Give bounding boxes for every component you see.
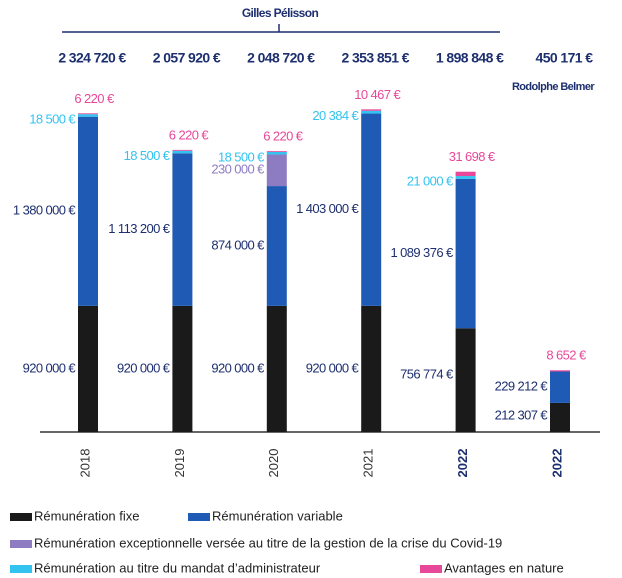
- bar-segment: [361, 110, 382, 114]
- bar-segment: [172, 150, 193, 154]
- bar-segment: [78, 113, 98, 115]
- value-label: 874 000 €: [211, 237, 265, 252]
- legend-label: Avantages en nature: [444, 560, 564, 575]
- value-label: 21 000 €: [407, 173, 454, 188]
- bar-segment: [550, 371, 570, 403]
- annotation: Gilles Pélisson: [242, 6, 319, 20]
- value-label: 920 000 €: [211, 360, 265, 375]
- value-label: 1 089 376 €: [391, 245, 454, 260]
- value-label: 18 500 €: [124, 148, 171, 163]
- total-label: 450 171 €: [536, 50, 594, 66]
- annotation: Rodolphe Belmer: [512, 81, 595, 93]
- bar-segment: [266, 154, 287, 187]
- value-label: 6 220 €: [169, 127, 210, 142]
- total-label: 2 353 851 €: [342, 50, 410, 66]
- bar-segment: [266, 186, 287, 306]
- legend-swatch: [420, 565, 442, 573]
- value-label: 31 698 €: [449, 149, 496, 164]
- bar-segment: [266, 151, 287, 153]
- bar-segment: [172, 149, 193, 151]
- legend-label: Rémunération variable: [212, 508, 343, 523]
- bar-segment: [266, 152, 287, 155]
- legend-swatch: [10, 540, 32, 548]
- x-tick-label: 2022: [455, 449, 470, 478]
- bar-segment: [266, 305, 287, 432]
- total-label: 2 057 920 €: [153, 50, 221, 66]
- bar-segment: [361, 109, 382, 111]
- value-label: 920 000 €: [117, 360, 171, 375]
- total-label: 1 898 848 €: [436, 50, 504, 66]
- bar-segment: [78, 116, 98, 306]
- value-label: 20 384 €: [312, 108, 359, 123]
- bar-segment: [78, 305, 98, 432]
- value-label: 18 500 €: [218, 149, 265, 164]
- x-tick-label: 2020: [266, 449, 281, 478]
- bar-segment: [172, 153, 193, 306]
- value-label: 1 403 000 €: [296, 201, 359, 216]
- value-label: 6 220 €: [263, 129, 304, 144]
- value-label: 1 380 000 €: [13, 203, 76, 218]
- x-tick-label: 2018: [77, 449, 92, 478]
- legend-label: Rémunération fixe: [34, 508, 140, 523]
- value-label: 10 467 €: [354, 87, 401, 102]
- x-tick-label: 2021: [361, 449, 376, 478]
- value-label: 920 000 €: [23, 360, 77, 375]
- bar-segment: [361, 305, 382, 432]
- value-label: 18 500 €: [29, 112, 76, 127]
- total-label: 2 324 720 €: [58, 50, 126, 66]
- value-label: 8 652 €: [546, 348, 587, 363]
- legend-swatch: [188, 513, 210, 521]
- value-label: 920 000 €: [306, 360, 360, 375]
- bar-segment: [361, 113, 382, 306]
- bar-segment: [455, 178, 476, 329]
- value-label: 229 212 €: [495, 379, 549, 394]
- bar-segment: [78, 114, 98, 117]
- value-label: 6 220 €: [74, 91, 115, 106]
- bar-segment: [455, 328, 476, 432]
- value-label: 212 307 €: [495, 407, 549, 422]
- legend-swatch: [10, 565, 32, 573]
- value-label: 1 113 200 €: [108, 221, 170, 236]
- x-tick-label: 2022: [549, 449, 564, 478]
- x-tick-label: 2019: [172, 449, 187, 478]
- value-label: 756 774 €: [400, 366, 454, 381]
- bar-segment: [455, 176, 476, 179]
- bar-segment: [550, 402, 570, 432]
- bar-segment: [455, 171, 476, 177]
- legend-label: Rémunération exceptionnelle versée au ti…: [34, 535, 502, 550]
- value-label: 230 000 €: [211, 162, 265, 177]
- legend-swatch: [10, 513, 32, 521]
- total-label: 2 048 720 €: [247, 50, 315, 66]
- bar-segment: [550, 370, 570, 372]
- legend-label: Rémunération au titre du mandat d’admini…: [34, 560, 321, 575]
- bar-segment: [172, 305, 193, 432]
